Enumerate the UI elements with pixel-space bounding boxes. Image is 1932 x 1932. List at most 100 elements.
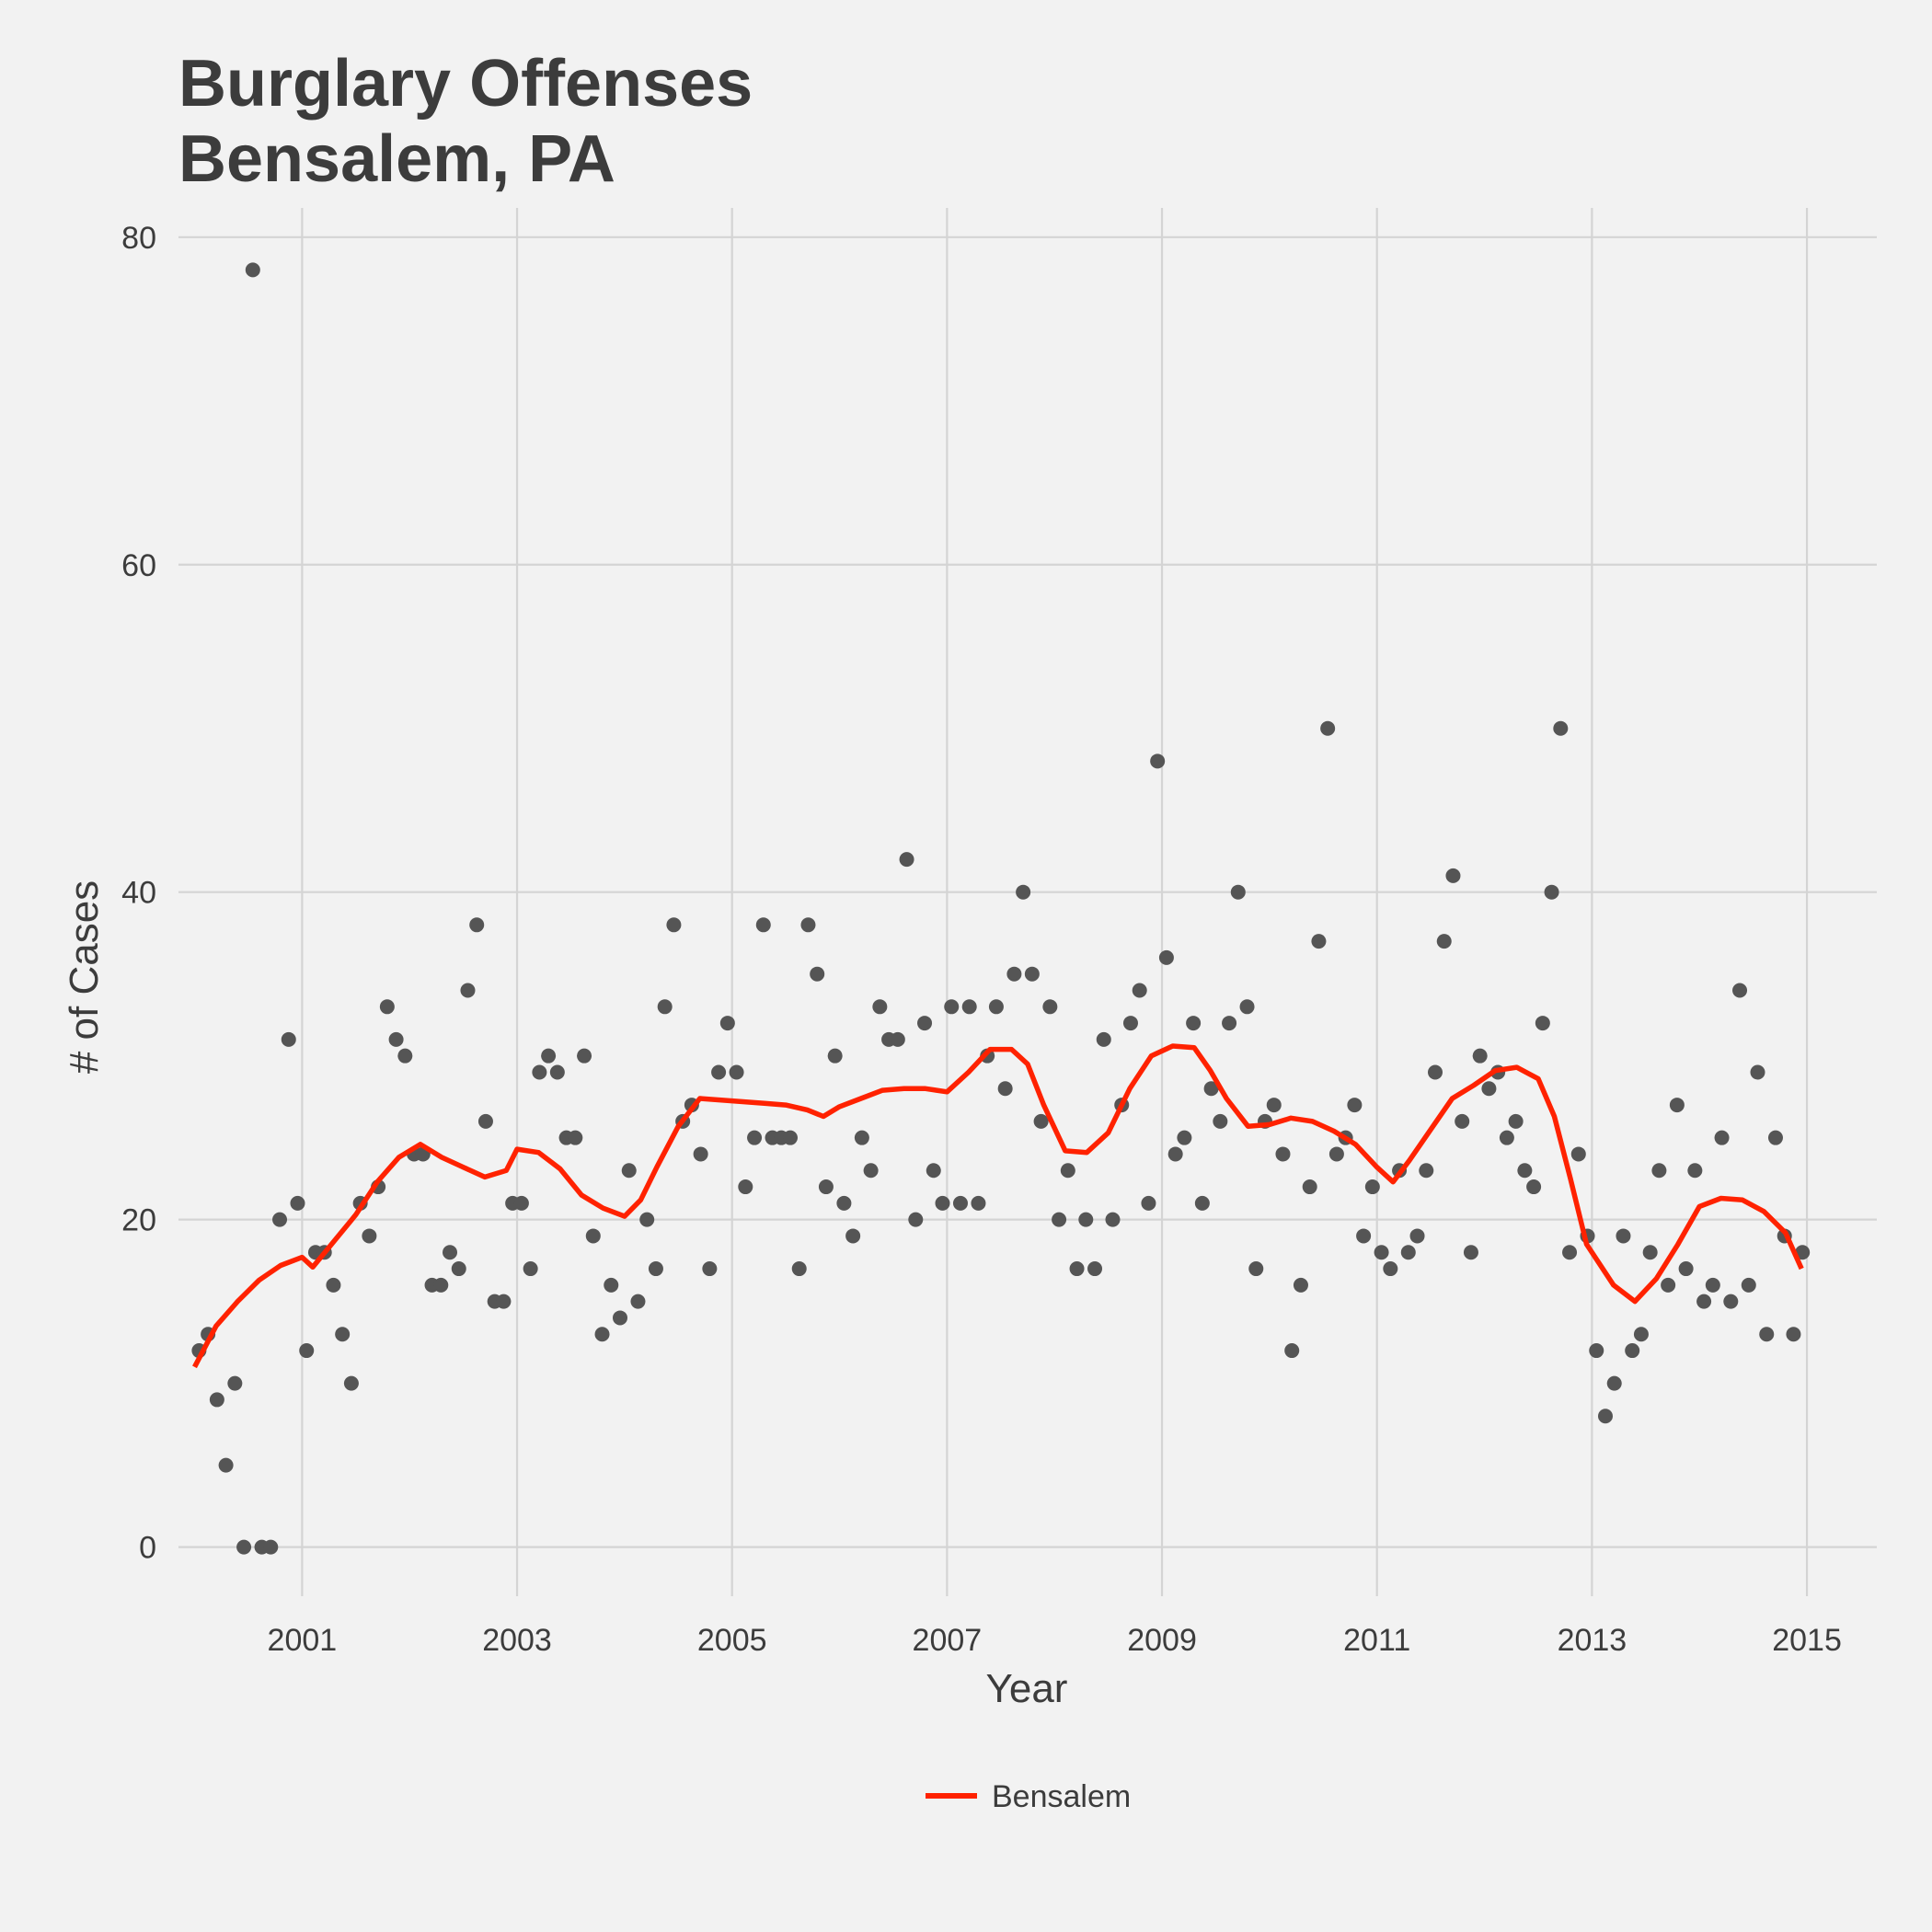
data-point [281,1031,296,1047]
data-point [209,1392,224,1408]
data-point [496,1294,512,1309]
data-point [1562,1245,1578,1260]
data-point [1767,1130,1783,1145]
y-tick-label-40: 40 [121,876,156,911]
data-point [1320,720,1336,736]
data-point [1132,983,1147,998]
data-point [1302,1179,1317,1195]
data-point [1597,1409,1613,1424]
data-point [1759,1327,1775,1342]
data-point [1364,1179,1380,1195]
data-point [1096,1031,1111,1047]
data-point [1436,934,1452,949]
data-point [1633,1327,1649,1342]
data-point [1141,1195,1156,1211]
data-point [1194,1195,1210,1211]
data-point [961,999,977,1015]
data-point [1203,1081,1219,1097]
data-point [1383,1261,1398,1277]
legend: Bensalem [926,1779,1131,1814]
data-point [523,1261,538,1277]
data-point [1374,1245,1389,1260]
data-point [1024,966,1040,982]
data-point [1122,1016,1138,1031]
data-point [872,999,888,1015]
data-point [326,1277,341,1293]
data-point [890,1031,905,1047]
data-point [1463,1245,1478,1260]
x-tick-label-2003: 2003 [482,1623,552,1658]
data-point [1669,1098,1685,1113]
data-point [729,1064,744,1080]
data-point [343,1375,359,1391]
data-point [1239,999,1255,1015]
data-point [1616,1228,1631,1244]
data-point [1347,1098,1363,1113]
data-point [1230,884,1246,900]
y-tick-label-60: 60 [121,548,156,583]
data-point [863,1163,879,1179]
data-point [1750,1064,1765,1080]
data-point [1248,1261,1264,1277]
data-point [1589,1343,1604,1359]
data-point [1606,1375,1622,1391]
data-point [290,1195,305,1211]
data-point [935,1195,950,1211]
data-point [639,1212,655,1227]
data-point [585,1228,601,1244]
data-point [513,1195,529,1211]
data-point [1087,1261,1103,1277]
data-point [791,1261,807,1277]
data-point [1741,1277,1756,1293]
data-point [1400,1245,1416,1260]
data-point [272,1212,288,1227]
data-point [827,1048,843,1064]
data-point [1311,934,1327,949]
data-point [451,1261,466,1277]
x-tick-label-2001: 2001 [268,1623,338,1658]
data-point [1535,1016,1550,1031]
data-point [747,1130,763,1145]
data-point [532,1064,547,1080]
data-point [971,1195,986,1211]
y-tick-label-20: 20 [121,1203,156,1238]
data-point [388,1031,404,1047]
data-point [1016,884,1031,900]
data-point [1428,1064,1443,1080]
data-point [469,917,485,933]
data-point [1651,1163,1667,1179]
data-point [917,1016,933,1031]
data-point [1033,1113,1049,1129]
y-tick-label-0: 0 [139,1531,156,1566]
chart-title-line-2: Bensalem, PA [178,122,615,196]
data-point [836,1195,852,1211]
data-point [630,1294,646,1309]
data-point [621,1163,637,1179]
x-tick-label-2013: 2013 [1558,1623,1627,1658]
data-point [1455,1113,1470,1129]
data-point [218,1457,234,1473]
data-point [568,1130,583,1145]
data-point [1419,1163,1434,1179]
data-point [648,1261,663,1277]
data-point [433,1277,449,1293]
data-point [997,1081,1013,1097]
data-point [1042,999,1058,1015]
data-point [899,852,914,868]
y-axis-tick-labels: 0 20 40 60 80 [121,221,156,1566]
data-point [952,1195,968,1211]
x-axis-tick-labels: 2001 2003 2005 2007 2009 2011 2013 2015 [268,1623,1842,1658]
data-point [362,1228,377,1244]
data-point [1570,1146,1586,1162]
trend-line-bensalem [192,1043,1804,1369]
data-point [1167,1146,1183,1162]
data-point [755,917,771,933]
data-point [738,1179,753,1195]
data-point [1625,1343,1640,1359]
data-point [236,1539,252,1555]
data-point [549,1064,565,1080]
data-point [477,1113,493,1129]
data-point [657,999,673,1015]
data-point [782,1130,798,1145]
